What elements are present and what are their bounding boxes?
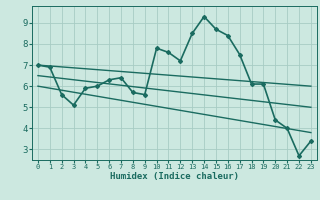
X-axis label: Humidex (Indice chaleur): Humidex (Indice chaleur) <box>110 172 239 181</box>
